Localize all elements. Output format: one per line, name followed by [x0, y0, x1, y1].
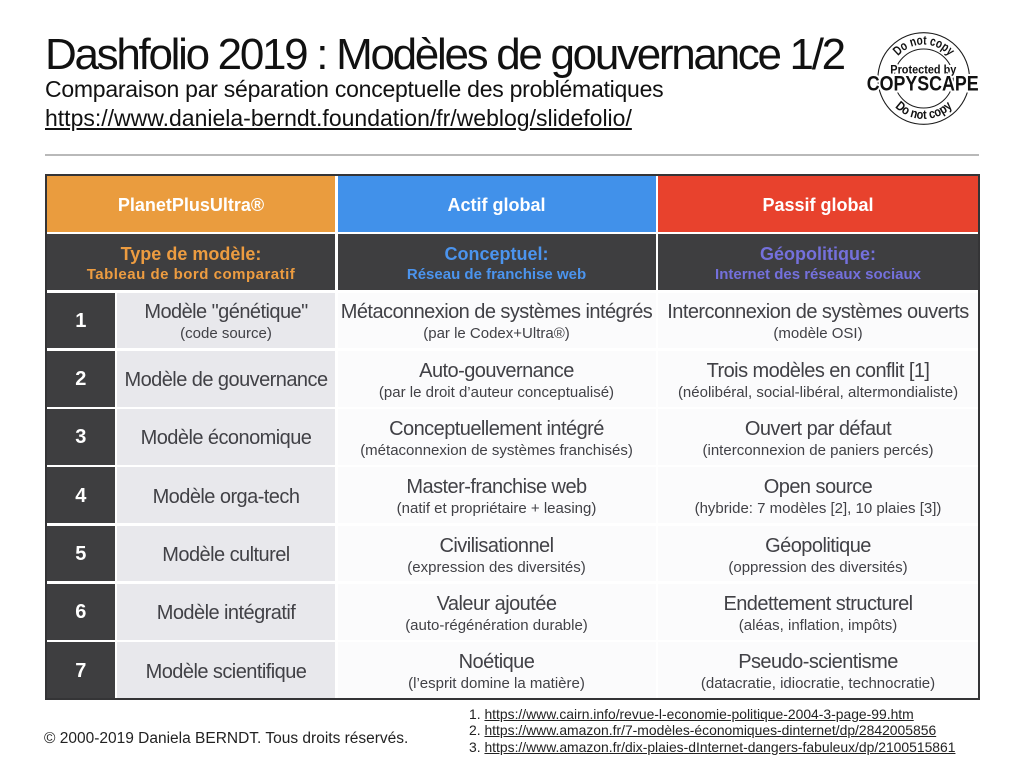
svg-text:Protected by: Protected by: [890, 64, 957, 76]
svg-text:COPYSCAPE: COPYSCAPE: [867, 73, 979, 96]
svg-text:Do not copy: Do not copy: [890, 32, 959, 58]
